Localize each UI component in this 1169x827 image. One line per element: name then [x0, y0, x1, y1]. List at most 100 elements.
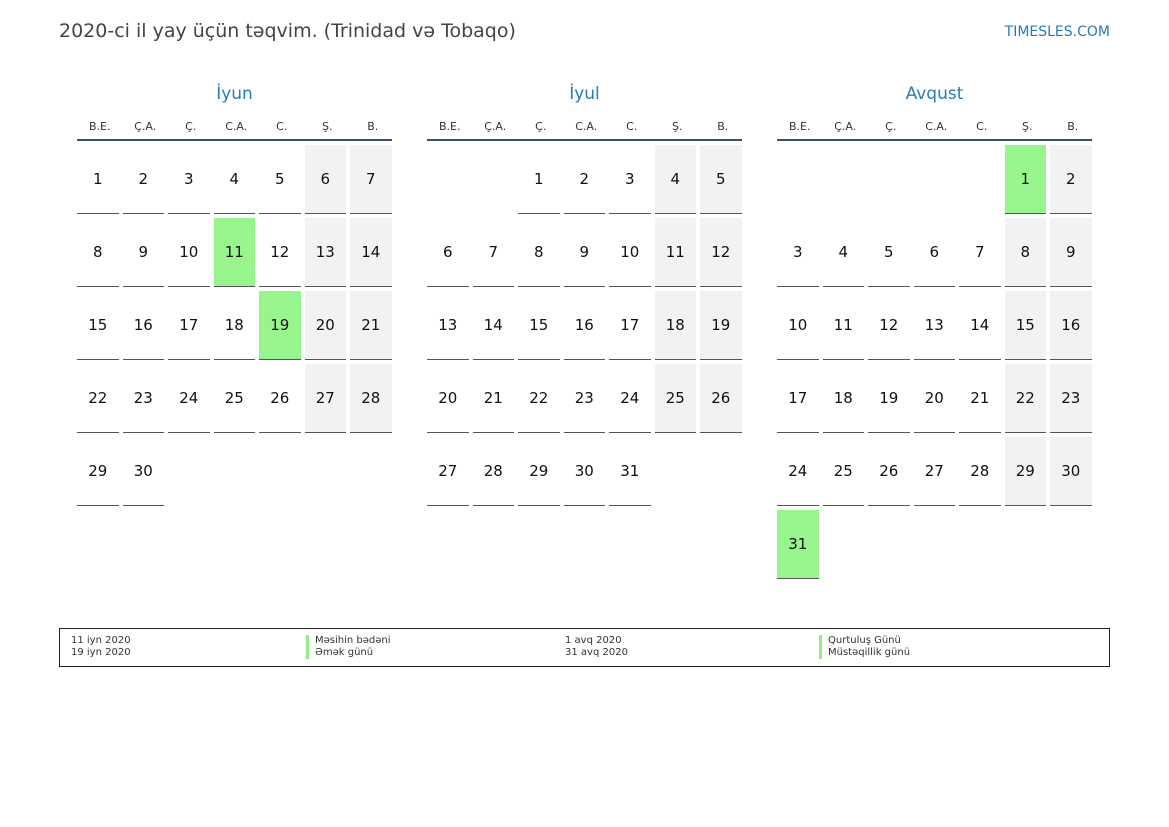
day-number: 15	[1004, 291, 1046, 360]
day-cell: 18	[822, 364, 869, 437]
day-cell: 5	[868, 218, 914, 291]
weekday-label: Ç.	[535, 120, 547, 133]
day-number: 22	[1004, 364, 1046, 433]
day-cell: 20	[913, 364, 960, 437]
legend-date: 19 iyn 2020	[71, 647, 131, 658]
day-number: 15	[518, 291, 560, 360]
day-cell: 4	[213, 145, 260, 218]
day-number: 4	[654, 145, 696, 214]
weekday-header: B.E. Ç.A. Ç. C.A. C. Ş. B.	[77, 106, 392, 141]
weekday-label: Ş.	[672, 120, 683, 133]
day-number: 22	[77, 364, 119, 433]
day-number: 20	[304, 291, 346, 360]
day-number: 7	[472, 218, 514, 287]
day-cell: 15	[1004, 291, 1051, 364]
day-number: 13	[913, 291, 955, 360]
month-june: İyun B.E. Ç.A. Ç. C.A. C. Ş. B. 1 2 3 4 5 6 7 8 9 10 11 1…	[77, 82, 392, 510]
day-cell: 22	[77, 364, 123, 437]
holiday-day-cell: 19	[259, 291, 305, 364]
day-cell: 19	[868, 364, 914, 437]
weekday-label: Ş.	[322, 120, 333, 133]
day-number: 4	[213, 145, 255, 214]
empty-cell	[473, 145, 519, 218]
day-number: 18	[654, 291, 696, 360]
holiday-day-cell: 11	[213, 218, 260, 291]
day-cell: 17	[168, 291, 214, 364]
day-cell: 17	[609, 291, 655, 364]
day-cell: 22	[518, 364, 564, 437]
day-cell: 25	[213, 364, 260, 437]
day-number: 22	[518, 364, 560, 433]
legend-holiday-name: Əmək günü	[306, 647, 373, 659]
day-cell: 21	[350, 291, 396, 364]
day-cell: 18	[213, 291, 260, 364]
day-number: 29	[518, 437, 560, 506]
day-cell: 22	[1004, 364, 1051, 437]
day-number: 8	[1004, 218, 1046, 287]
legend-date: 1 avq 2020	[565, 635, 622, 646]
day-cell: 20	[304, 291, 351, 364]
day-number: 20	[427, 364, 469, 433]
day-cell: 13	[427, 291, 473, 364]
day-cell: 9	[1050, 218, 1096, 291]
day-number: 16	[122, 291, 164, 360]
day-cell: 2	[122, 145, 169, 218]
day-number: 11	[822, 291, 864, 360]
day-number: 15	[77, 291, 119, 360]
day-cell: 10	[777, 291, 823, 364]
day-cell: 11	[822, 291, 869, 364]
weekday-label: C.	[976, 120, 988, 133]
day-cell: 4	[654, 145, 701, 218]
day-cell: 25	[654, 364, 701, 437]
weekday-label: Ç.A.	[484, 120, 507, 133]
month-name: Avqust	[905, 84, 964, 104]
empty-cell	[868, 145, 914, 218]
day-cell: 6	[304, 145, 351, 218]
day-number: 20	[913, 364, 955, 433]
day-number: 21	[472, 364, 514, 433]
weekday-header: B.E. Ç.A. Ç. C.A. C. Ş. B.	[777, 106, 1092, 141]
day-number: 27	[913, 437, 955, 506]
day-number: 8	[77, 218, 119, 287]
day-cell: 25	[822, 437, 869, 510]
day-cell: 6	[913, 218, 960, 291]
day-cell: 29	[1004, 437, 1051, 510]
day-number: 25	[822, 437, 864, 506]
day-cell: 29	[518, 437, 564, 510]
day-cell: 28	[472, 437, 519, 510]
day-number: 14	[350, 218, 392, 287]
site-link[interactable]: TIMESLES.COM	[1004, 24, 1110, 40]
day-number: 23	[122, 364, 164, 433]
day-number: 2	[563, 145, 605, 214]
day-cell: 7	[350, 145, 396, 218]
weekday-label: Ş.	[1022, 120, 1033, 133]
day-cell: 9	[122, 218, 169, 291]
day-cell: 12	[259, 218, 305, 291]
day-cell: 28	[959, 437, 1005, 510]
weekday-label: C.	[276, 120, 288, 133]
day-number: 26	[700, 364, 742, 433]
day-number: 28	[472, 437, 514, 506]
empty-cell	[427, 145, 473, 218]
day-cell: 23	[563, 364, 610, 437]
day-cell: 8	[77, 218, 123, 291]
day-cell: 14	[350, 218, 396, 291]
day-cell: 13	[304, 218, 351, 291]
day-number: 7	[959, 218, 1001, 287]
day-cell: 23	[1050, 364, 1096, 437]
day-number: 17	[777, 364, 819, 433]
day-cell: 16	[1050, 291, 1096, 364]
month-name: İyul	[569, 84, 600, 104]
legend-date: 31 avq 2020	[565, 647, 628, 658]
day-cell: 15	[77, 291, 123, 364]
day-number: 16	[563, 291, 605, 360]
legend-date: 11 iyn 2020	[71, 635, 131, 646]
day-number: 1	[1004, 145, 1046, 214]
day-number: 26	[259, 364, 301, 433]
day-cell: 16	[563, 291, 610, 364]
day-cell: 20	[427, 364, 473, 437]
weekday-header: B.E. Ç.A. Ç. C.A. C. Ş. B.	[427, 106, 742, 141]
day-cell: 30	[1050, 437, 1096, 510]
day-cell: 3	[168, 145, 214, 218]
weekday-label: C.	[626, 120, 638, 133]
